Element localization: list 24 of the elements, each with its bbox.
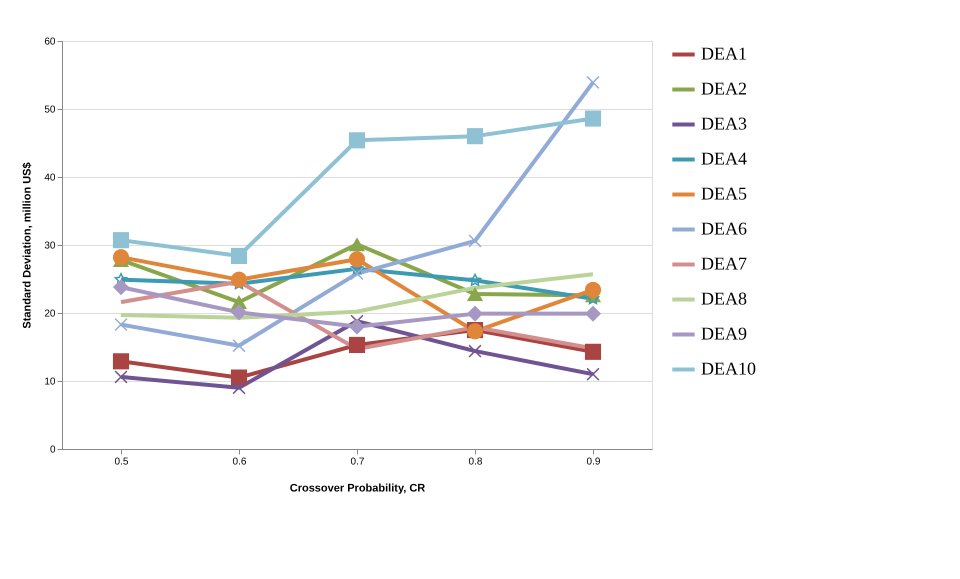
- y-tick-label: 50: [44, 104, 56, 116]
- y-tick-label: 10: [44, 376, 56, 388]
- legend-label: DEA1: [701, 44, 747, 64]
- legend-label: DEA9: [701, 324, 747, 344]
- legend-label: DEA7: [701, 254, 747, 274]
- x-tick-label: 0.5: [114, 456, 129, 468]
- x-tick-label: 0.9: [586, 456, 601, 468]
- legend-label: DEA3: [701, 114, 747, 134]
- legend-label: DEA2: [701, 78, 747, 98]
- x-tick-label: 0.8: [468, 456, 483, 468]
- x-axis-title: Crossover Probability, CR: [290, 482, 426, 494]
- y-tick-label: 30: [44, 240, 56, 252]
- y-axis-title: Standard Deviation, million US$: [21, 162, 34, 329]
- legend-label: DEA10: [701, 358, 756, 378]
- y-tick-label: 20: [44, 308, 56, 320]
- y-tick-label: 60: [44, 36, 56, 48]
- x-tick-label: 0.6: [232, 456, 247, 468]
- y-tick-label: 0: [50, 444, 56, 456]
- x-tick-label: 0.7: [350, 456, 365, 468]
- legend-label: DEA6: [701, 218, 747, 238]
- legend-label: DEA4: [701, 148, 747, 168]
- legend-label: DEA5: [701, 184, 747, 204]
- legend-label: DEA8: [701, 288, 747, 308]
- y-tick-label: 40: [44, 172, 56, 184]
